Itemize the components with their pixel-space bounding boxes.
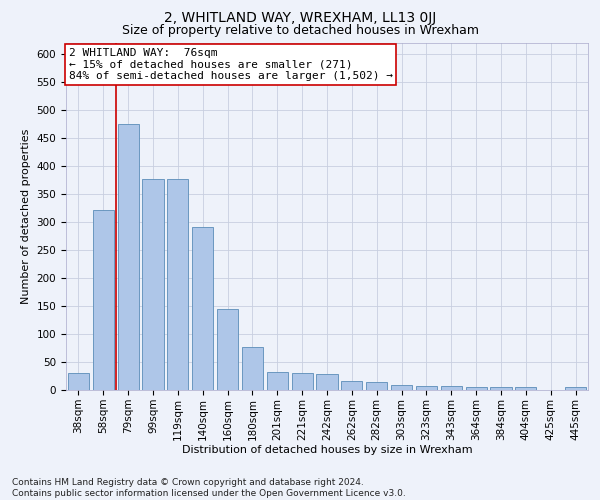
Bar (490, 387, 512, 390)
Text: 2, WHITLAND WAY, WREXHAM, LL13 0JJ: 2, WHITLAND WAY, WREXHAM, LL13 0JJ (164, 11, 436, 25)
Bar (242, 347, 263, 390)
Bar (341, 381, 362, 390)
Bar (366, 382, 387, 390)
X-axis label: Distribution of detached houses by size in Wrexham: Distribution of detached houses by size … (182, 446, 472, 456)
Bar (267, 372, 288, 390)
Text: Size of property relative to detached houses in Wrexham: Size of property relative to detached ho… (121, 24, 479, 37)
Bar (316, 374, 338, 390)
Bar (142, 180, 164, 390)
Bar (93, 210, 114, 390)
Bar (391, 385, 412, 390)
Bar (292, 373, 313, 390)
Bar (441, 386, 462, 390)
Bar (68, 372, 89, 390)
Bar (192, 228, 213, 390)
Bar (167, 180, 188, 390)
Bar (416, 386, 437, 390)
Bar (565, 387, 586, 390)
Bar (118, 124, 139, 390)
Bar (466, 387, 487, 390)
Bar (515, 387, 536, 390)
Y-axis label: Number of detached properties: Number of detached properties (21, 128, 31, 304)
Text: 2 WHITLAND WAY:  76sqm
← 15% of detached houses are smaller (271)
84% of semi-de: 2 WHITLAND WAY: 76sqm ← 15% of detached … (68, 48, 392, 81)
Bar (217, 308, 238, 390)
Text: Contains HM Land Registry data © Crown copyright and database right 2024.
Contai: Contains HM Land Registry data © Crown c… (12, 478, 406, 498)
